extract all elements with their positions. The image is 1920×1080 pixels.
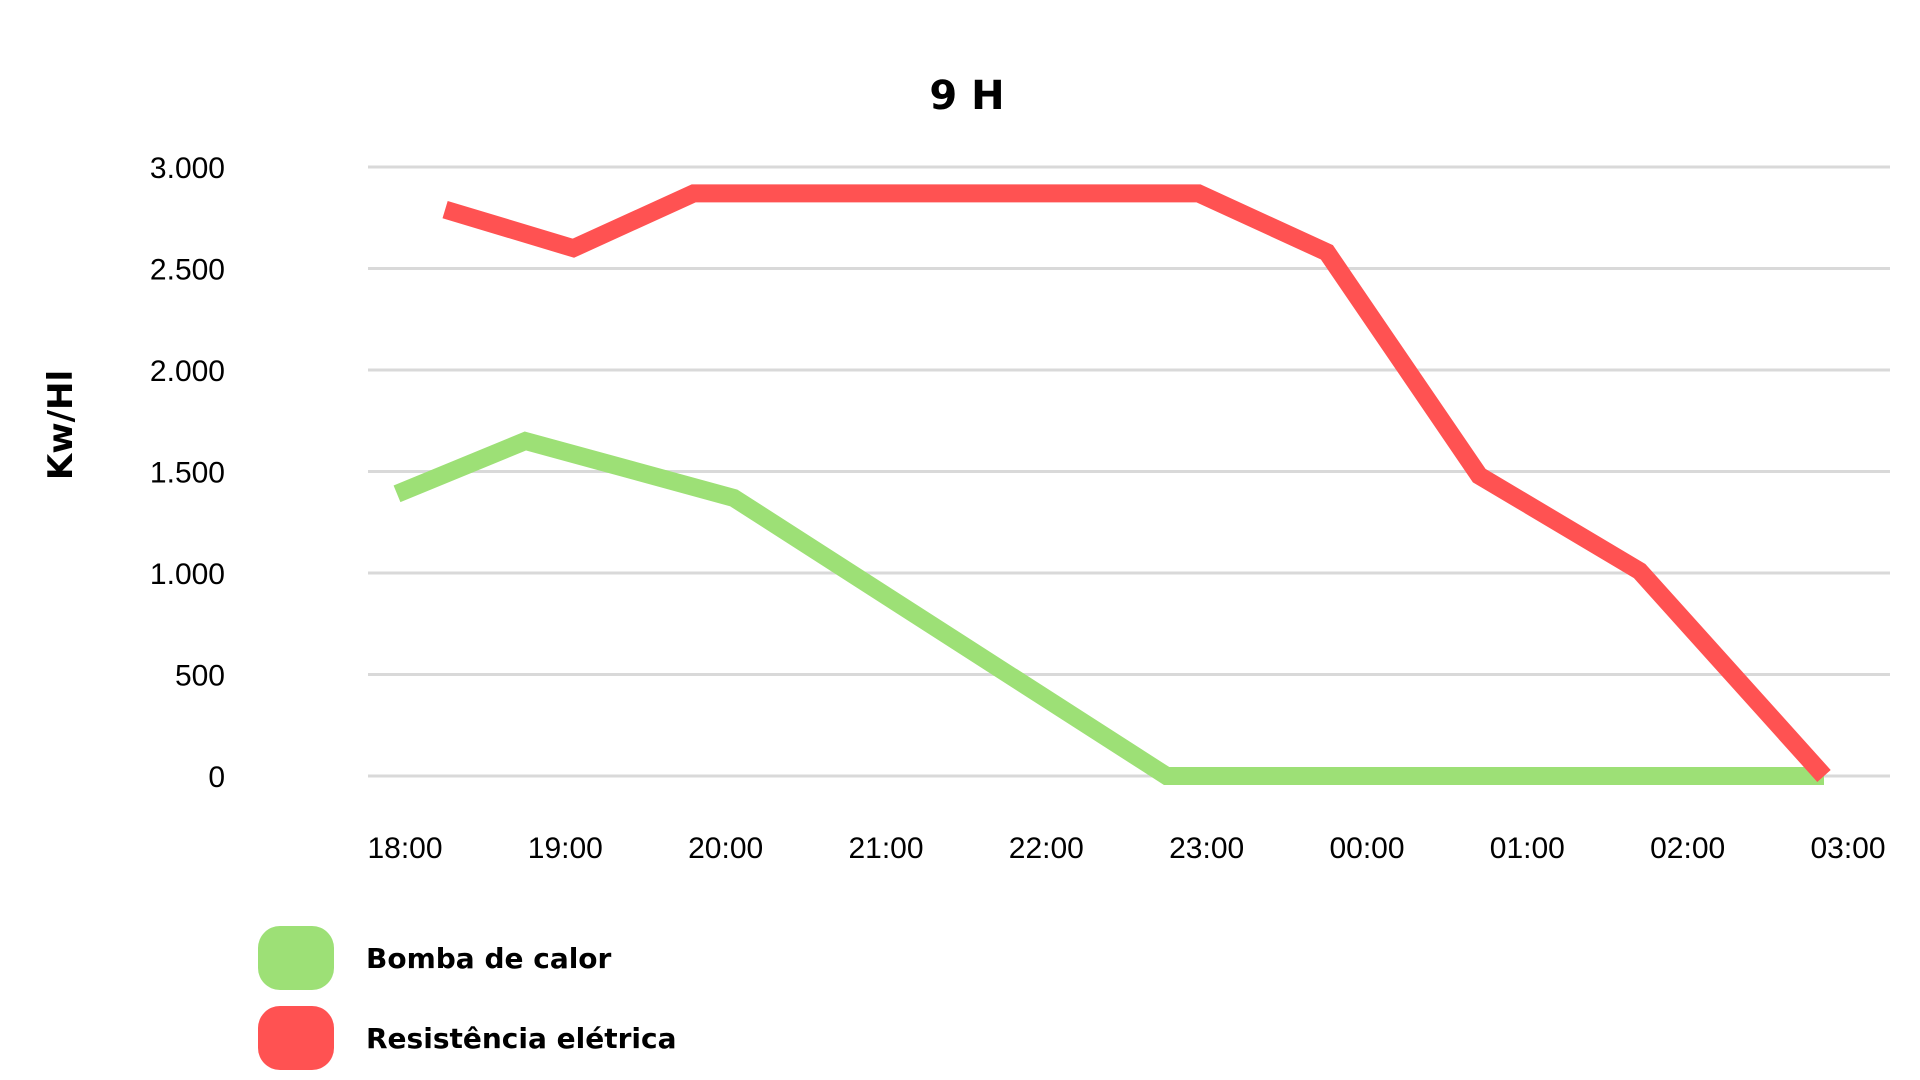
y-tick-label: 500	[175, 660, 225, 693]
legend: Bomba de calor Resistência elétrica	[258, 925, 677, 1080]
x-tick-label: 02:00	[1650, 832, 1725, 865]
y-tick-label: 1.000	[150, 558, 225, 591]
x-tick-label: 03:00	[1810, 832, 1885, 865]
legend-label-resistencia-eletrica: Resistência elétrica	[366, 1021, 677, 1055]
x-tick-label: 21:00	[848, 832, 923, 865]
x-tick-label: 20:00	[688, 832, 763, 865]
x-tick-label: 22:00	[1009, 832, 1084, 865]
legend-label-bomba-de-calor: Bomba de calor	[366, 941, 612, 975]
gridlines	[368, 165, 1890, 778]
legend-item-bomba-de-calor: Bomba de calor	[258, 925, 677, 991]
y-tick-label: 2.000	[150, 355, 225, 388]
x-tick-label: 01:00	[1490, 832, 1565, 865]
x-tick-label: 23:00	[1169, 832, 1244, 865]
y-tick-label: 0	[208, 761, 225, 794]
x-tick-labels: 18:00 19:00 20:00 21:00 22:00 23:00 00:00 01:00…	[367, 832, 1885, 865]
x-tick-label: 19:00	[528, 832, 603, 865]
legend-item-resistencia-eletrica: Resistência elétrica	[258, 1005, 677, 1071]
series-line-resistencia-eletrica	[442, 184, 1831, 783]
series-line-bomba-de-calor	[393, 431, 1824, 785]
y-tick-label: 1.500	[150, 457, 225, 490]
y-axis-label: Kw/Hl	[41, 370, 81, 480]
y-tick-labels: 0 500 1.000 1.500 2.000 2.500 3.000	[150, 152, 225, 794]
legend-swatch-resistencia-eletrica	[258, 1006, 334, 1070]
x-tick-label: 18:00	[367, 832, 442, 865]
x-tick-label: 00:00	[1329, 832, 1404, 865]
legend-swatch-bomba-de-calor	[258, 926, 334, 990]
series-lines	[393, 184, 1831, 785]
y-tick-label: 2.500	[150, 254, 225, 287]
y-tick-label: 3.000	[150, 152, 225, 185]
chart-title: 9 H	[929, 73, 1004, 119]
